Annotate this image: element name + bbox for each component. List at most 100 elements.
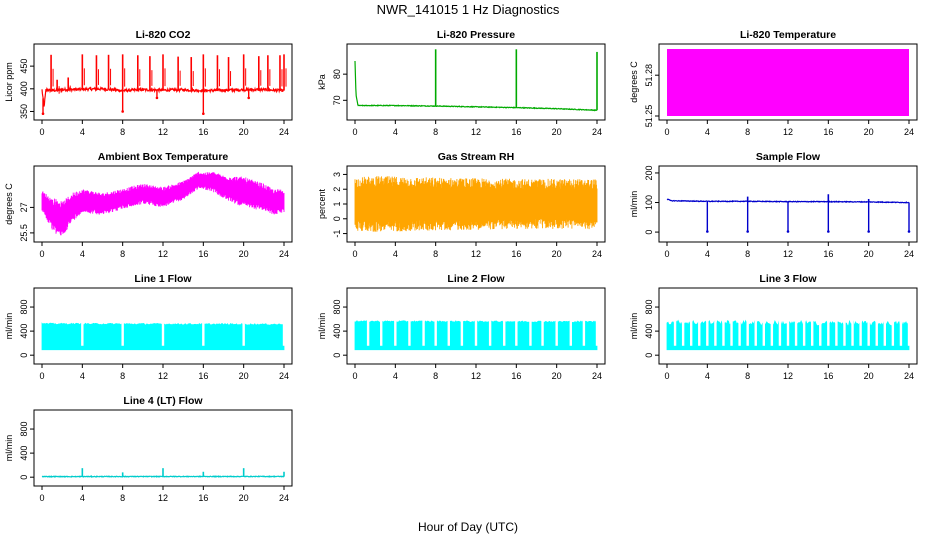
data-layer bbox=[666, 194, 911, 233]
panel-title: Li-820 Temperature bbox=[740, 29, 836, 41]
flow-gap bbox=[503, 313, 506, 346]
x-tick-label: 12 bbox=[158, 249, 168, 259]
y-tick-label: 25.5 bbox=[19, 224, 29, 242]
flow-gap bbox=[460, 313, 464, 346]
data-layer bbox=[354, 176, 598, 232]
flow-gap bbox=[447, 313, 450, 346]
x-tick-label: 4 bbox=[705, 249, 710, 259]
y-tick-label: 450 bbox=[19, 59, 29, 74]
dip-point bbox=[41, 112, 45, 116]
y-tick-label: 800 bbox=[332, 300, 342, 315]
x-tick-label: 0 bbox=[39, 493, 44, 503]
x-tick-label: 12 bbox=[471, 249, 481, 259]
figure-title: NWR_141015 1 Hz Diagnostics bbox=[377, 2, 560, 17]
x-tick-label: 8 bbox=[120, 493, 125, 503]
x-tick-label: 20 bbox=[864, 371, 874, 381]
y-tick-label: 800 bbox=[644, 300, 654, 315]
figure-x-axis-label: Hour of Day (UTC) bbox=[418, 520, 518, 534]
panel-7: Line 1 Flow 0 4 8 12 16 20 24 0 400 800 ml/min bbox=[4, 273, 293, 381]
x-tick-label: 12 bbox=[158, 493, 168, 503]
y-tick-label: 400 bbox=[19, 81, 29, 96]
x-tick-label: 8 bbox=[745, 127, 750, 137]
data-layer bbox=[41, 315, 286, 351]
dip-point bbox=[786, 230, 790, 233]
x-tick-label: 0 bbox=[664, 371, 669, 381]
y-tick-label: 350 bbox=[19, 104, 29, 119]
flow-gap bbox=[786, 314, 790, 346]
x-tick-label: 16 bbox=[198, 493, 208, 503]
panel-9: Line 3 Flow 0 4 8 12 16 20 24 0 400 800 ml/min bbox=[629, 273, 918, 381]
flow-gap bbox=[899, 314, 903, 346]
flow-gap bbox=[907, 314, 911, 346]
data-layer bbox=[667, 49, 909, 116]
dip-point bbox=[121, 110, 124, 113]
x-tick-label: 20 bbox=[239, 249, 249, 259]
flow-gap bbox=[762, 314, 765, 346]
flow-gap bbox=[541, 313, 544, 346]
x-tick-label: 4 bbox=[705, 371, 710, 381]
flow-gap bbox=[202, 315, 205, 346]
panel-title: Line 2 Flow bbox=[447, 273, 505, 285]
flow-gap bbox=[434, 313, 437, 346]
x-tick-label: 4 bbox=[393, 127, 398, 137]
data-layer bbox=[41, 171, 285, 236]
y-tick-label: 800 bbox=[19, 422, 29, 437]
x-tick-label: 4 bbox=[393, 371, 398, 381]
x-tick-label: 20 bbox=[552, 371, 562, 381]
x-tick-label: 16 bbox=[511, 127, 521, 137]
x-tick-label: 12 bbox=[783, 249, 793, 259]
x-tick-label: 12 bbox=[783, 371, 793, 381]
flow-gap bbox=[778, 314, 782, 346]
y-axis-label: Licor ppm bbox=[4, 62, 14, 102]
flow-gap bbox=[380, 313, 383, 346]
dip-point bbox=[155, 96, 159, 100]
flow-gap bbox=[282, 315, 286, 346]
flow-gap bbox=[690, 314, 693, 346]
x-tick-label: 16 bbox=[511, 249, 521, 259]
y-tick-label: 0 bbox=[19, 353, 29, 358]
x-tick-label: 16 bbox=[823, 371, 833, 381]
flow-gap bbox=[811, 314, 814, 346]
x-tick-label: 16 bbox=[198, 371, 208, 381]
panel-8: Line 2 Flow 0 4 8 12 16 20 24 0 400 800 ml/min bbox=[317, 273, 606, 381]
flow-gap bbox=[859, 314, 862, 346]
data-layer bbox=[354, 49, 598, 112]
x-tick-label: 8 bbox=[745, 371, 750, 381]
x-tick-label: 20 bbox=[239, 493, 249, 503]
flow-gap bbox=[394, 313, 397, 346]
x-tick-label: 0 bbox=[352, 127, 357, 137]
y-tick-label: 3 bbox=[332, 172, 342, 177]
x-tick-label: 4 bbox=[393, 249, 398, 259]
flow-gap bbox=[819, 314, 822, 346]
dip-point bbox=[827, 230, 830, 233]
flow-gap bbox=[827, 314, 830, 346]
flow-gap bbox=[515, 313, 518, 346]
flow-gap bbox=[422, 313, 425, 346]
x-tick-label: 0 bbox=[352, 371, 357, 381]
flow-gap bbox=[875, 314, 878, 346]
y-tick-label: 400 bbox=[644, 324, 654, 339]
series-band bbox=[41, 171, 285, 236]
panel-10: Line 4 (LT) Flow 0 4 8 12 16 20 24 0 400 800 ml/min bbox=[4, 395, 293, 503]
panel-title: Li-820 CO2 bbox=[136, 29, 191, 41]
flow-gap bbox=[161, 315, 165, 346]
flow-gap bbox=[366, 313, 370, 346]
y-tick-label: 1 bbox=[332, 201, 342, 206]
x-tick-label: 8 bbox=[433, 371, 438, 381]
y-tick-label: 51.25 bbox=[644, 105, 654, 128]
flow-gap bbox=[754, 314, 757, 346]
data-layer bbox=[41, 54, 287, 116]
flow-gap bbox=[770, 314, 774, 346]
x-tick-label: 0 bbox=[664, 127, 669, 137]
flow-gap bbox=[706, 314, 709, 346]
data-fill bbox=[667, 49, 909, 116]
panel-6: Sample Flow 0 4 8 12 16 20 24 0 100 200 ml/min bbox=[629, 151, 918, 259]
x-tick-label: 24 bbox=[279, 371, 289, 381]
y-tick-label: 0 bbox=[332, 216, 342, 221]
x-tick-label: 4 bbox=[80, 493, 85, 503]
panel-title: Ambient Box Temperature bbox=[98, 151, 229, 163]
y-tick-label: 800 bbox=[19, 300, 29, 315]
y-tick-label: 70 bbox=[332, 95, 342, 105]
